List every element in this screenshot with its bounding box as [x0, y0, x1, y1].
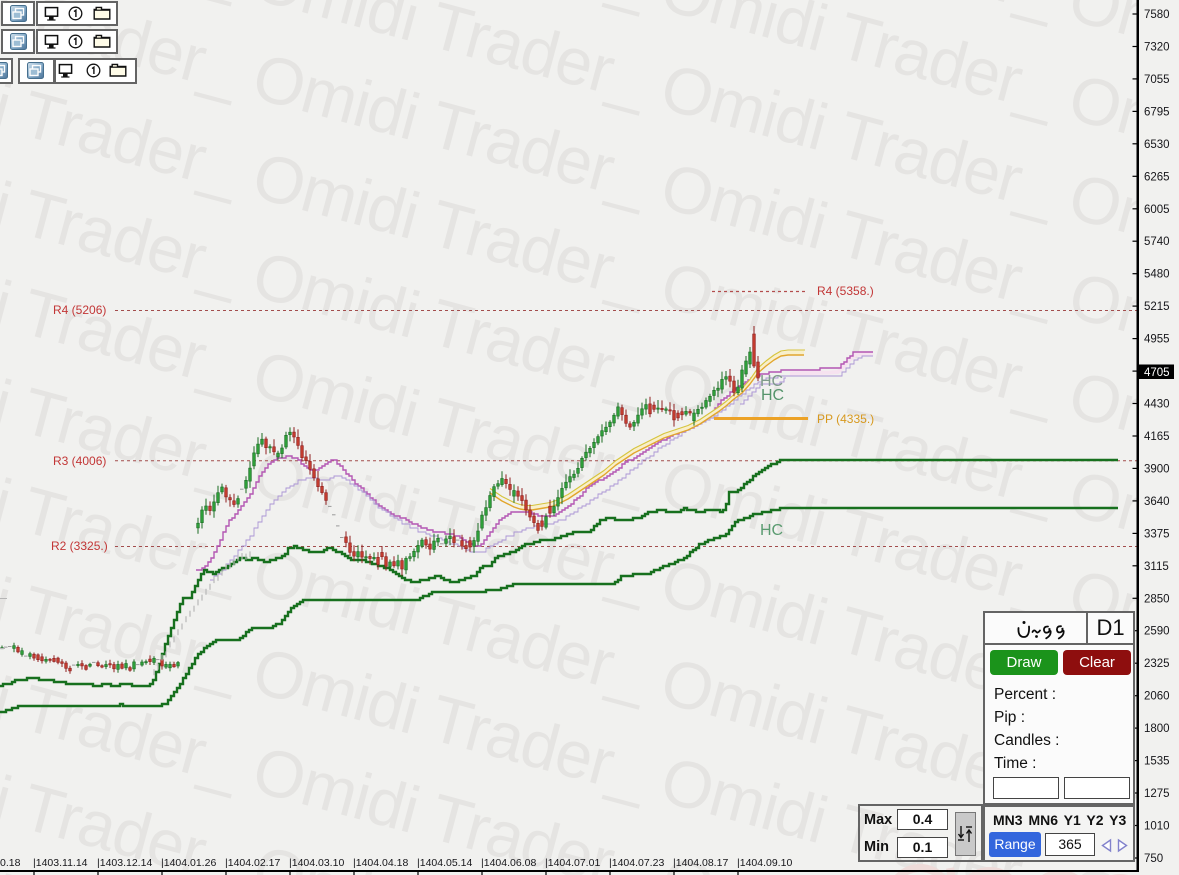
- svg-text:|1404.04.18: |1404.04.18: [353, 857, 408, 869]
- svg-text:|1404.07.23: |1404.07.23: [609, 857, 664, 869]
- svg-text:R4 (5358.): R4 (5358.): [817, 284, 874, 298]
- svg-text:6795: 6795: [1144, 106, 1170, 118]
- svg-text:0.18: 0.18: [0, 857, 21, 869]
- svg-text:7580: 7580: [1144, 9, 1170, 21]
- svg-text:HC: HC: [761, 387, 784, 404]
- svg-text:|1404.06.08: |1404.06.08: [481, 857, 536, 869]
- svg-text:750: 750: [1144, 853, 1163, 865]
- svg-text:3900: 3900: [1144, 463, 1170, 475]
- svg-text:3375: 3375: [1144, 528, 1170, 540]
- svg-text:3115: 3115: [1144, 561, 1169, 573]
- svg-text:6265: 6265: [1144, 171, 1170, 183]
- svg-text:5480: 5480: [1144, 269, 1170, 281]
- svg-text:1010: 1010: [1144, 821, 1170, 833]
- svg-text:R3 (4006): R3 (4006): [53, 454, 106, 468]
- svg-text:1800: 1800: [1144, 723, 1170, 735]
- svg-text:7055: 7055: [1144, 74, 1170, 86]
- svg-text:5215: 5215: [1144, 301, 1170, 313]
- svg-text:|1404.08.17: |1404.08.17: [673, 857, 728, 869]
- svg-text:|1403.12.14: |1403.12.14: [97, 857, 152, 869]
- svg-text:4955: 4955: [1144, 334, 1170, 346]
- svg-text:|1403.11.14: |1403.11.14: [33, 857, 88, 869]
- svg-text:1275: 1275: [1144, 788, 1170, 800]
- svg-text:R2 (3325.): R2 (3325.): [51, 539, 108, 553]
- svg-text:4430: 4430: [1144, 399, 1170, 411]
- svg-text:4705: 4705: [1144, 367, 1170, 379]
- svg-text:3640: 3640: [1144, 496, 1170, 508]
- svg-text:7320: 7320: [1144, 42, 1170, 54]
- svg-text:|1404.01.26: |1404.01.26: [161, 857, 216, 869]
- svg-text:|1404.03.10: |1404.03.10: [289, 857, 344, 869]
- svg-text:|1404.05.14: |1404.05.14: [417, 857, 472, 869]
- svg-text:2590: 2590: [1144, 626, 1170, 638]
- svg-text:|1404.07.01: |1404.07.01: [545, 857, 600, 869]
- svg-text:1535: 1535: [1144, 756, 1170, 768]
- svg-text:PP (4335.): PP (4335.): [817, 412, 874, 426]
- svg-text:2850: 2850: [1144, 593, 1170, 605]
- svg-text:4165: 4165: [1144, 431, 1170, 443]
- svg-text:6005: 6005: [1144, 204, 1170, 216]
- svg-text:|1404.02.17: |1404.02.17: [225, 857, 280, 869]
- svg-text:2060: 2060: [1144, 691, 1170, 703]
- svg-text:2325: 2325: [1144, 658, 1170, 670]
- svg-text:|1404.09.10: |1404.09.10: [737, 857, 792, 869]
- svg-text:5740: 5740: [1144, 236, 1170, 248]
- svg-text:R4 (5206): R4 (5206): [53, 303, 106, 317]
- svg-text:HC: HC: [760, 522, 783, 539]
- svg-text:HC: HC: [760, 373, 783, 390]
- svg-text:6530: 6530: [1144, 139, 1170, 151]
